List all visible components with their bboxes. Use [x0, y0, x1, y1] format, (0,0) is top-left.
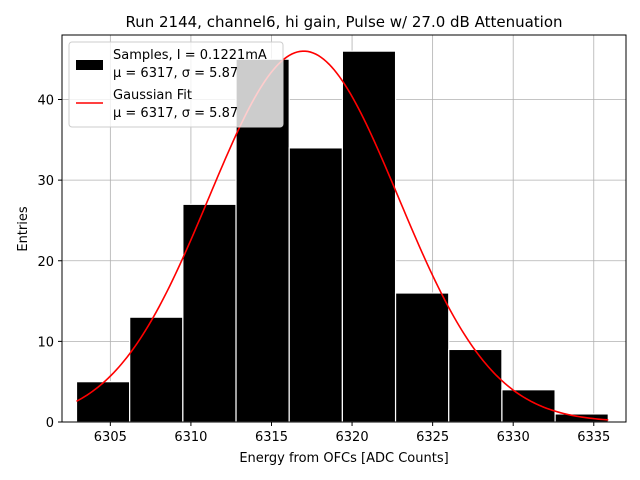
histogram-bar	[129, 316, 184, 423]
x-axis-label: Energy from OFCs [ADC Counts]	[239, 451, 448, 466]
legend-fit-line1: Gaussian Fit	[113, 88, 192, 103]
legend-fit-line2: μ = 6317, σ = 5.87	[113, 106, 238, 121]
x-tick-label: 6310	[174, 430, 207, 445]
axes-frame	[61, 34, 627, 423]
y-tick-label: 40	[37, 94, 54, 109]
chart-title: Run 2144, channel6, hi gain, Pulse w/ 27…	[125, 13, 562, 31]
x-tick-label: 6335	[577, 430, 610, 445]
histogram-bar	[501, 389, 556, 423]
histogram-bar	[394, 292, 450, 423]
histogram-bar	[448, 348, 503, 423]
x-tick-label: 6330	[497, 430, 530, 445]
histogram-bar	[341, 50, 397, 423]
y-tick-label: 10	[37, 335, 54, 350]
histogram-bar	[554, 413, 609, 423]
histogram-bar	[75, 381, 131, 423]
legend-samples-line1: Samples, I = 0.1221mA	[113, 48, 267, 63]
histogram-bar	[288, 147, 343, 423]
x-tick-label: 6325	[416, 430, 449, 445]
x-axis-ticks: 6305 6310 6315 6320 6325 6330 6335	[94, 422, 610, 445]
x-tick-label: 6320	[336, 430, 369, 445]
x-tick-label: 6315	[255, 430, 288, 445]
y-tick-label: 20	[37, 255, 54, 270]
legend-box	[68, 41, 284, 128]
y-tick-label: 0	[46, 416, 54, 431]
gaussian-fit-line	[76, 50, 609, 421]
histogram-bar	[182, 203, 237, 423]
y-axis-label: Entries	[16, 206, 31, 252]
legend-samples-line2: μ = 6317, σ = 5.87	[113, 66, 238, 81]
y-axis-ticks: 0 10 20 30 40	[37, 94, 62, 431]
legend: Samples, I = 0.1221mA μ = 6317, σ = 5.87…	[68, 41, 284, 128]
y-tick-label: 30	[37, 174, 54, 189]
legend-bar-swatch	[76, 60, 103, 70]
x-tick-label: 6305	[94, 430, 127, 445]
